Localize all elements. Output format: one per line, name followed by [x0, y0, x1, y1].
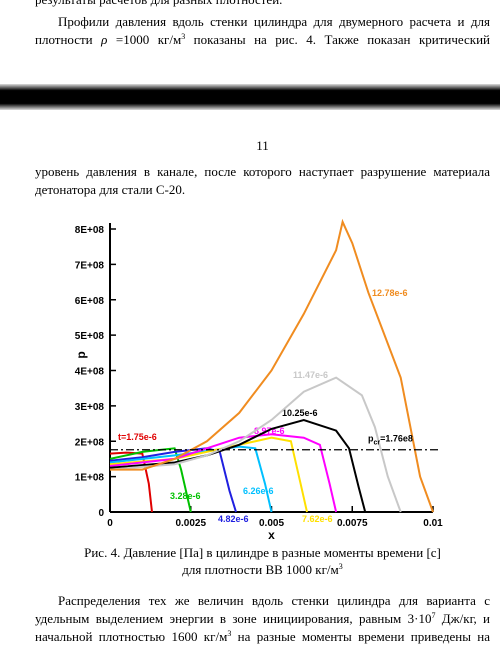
- chart: 0 1E+08 2E+08 3E+08 4E+08 5E+08 6E+08 7E+08 8E+0…: [74, 218, 443, 542]
- text: на разные моменты времени приведены на: [237, 629, 491, 644]
- series-line: [109, 447, 192, 513]
- symbol: ρ: [101, 32, 108, 47]
- series-label: 10.25e-6: [282, 408, 318, 418]
- series-line: [109, 433, 338, 513]
- critical-sub: cr: [374, 440, 381, 447]
- series-label: 6.26e-6: [243, 486, 274, 496]
- caption: Рис. 4. Давление [Па] в цилиндре в разны…: [84, 545, 441, 560]
- series-line: [109, 447, 237, 513]
- critical-label: pcr=1.76e8: [368, 434, 413, 447]
- x-tick-label: 0.01: [423, 518, 443, 529]
- y-axis-label: p: [74, 351, 88, 358]
- series-line: [109, 445, 273, 513]
- text: плотности: [35, 32, 93, 47]
- text: Дж/кг, и: [441, 611, 490, 626]
- text-line: детонатора для стали С-20.: [35, 182, 186, 197]
- series-line: [109, 451, 153, 513]
- x-tick-label: 0.0025: [175, 518, 206, 529]
- y-tick-label: 5E+08: [75, 331, 105, 342]
- text: удельным выделением энергии в зоне иници…: [35, 611, 432, 626]
- caption: для плотности ВВ 1000 кг/м3: [35, 562, 490, 578]
- text-line: уровень давления в канале, после которог…: [35, 164, 490, 179]
- series-line: [109, 376, 402, 513]
- y-tick-label: 8E+08: [75, 225, 105, 236]
- text-line: удельным выделением энергии в зоне иници…: [35, 611, 490, 627]
- x-axis-label: x: [268, 528, 275, 542]
- page-break: [0, 84, 500, 110]
- text-line: плотности ρ =1000 кг/м3 показаны на рис.…: [35, 32, 490, 48]
- critical-text: =1.76e8: [380, 434, 413, 444]
- y-tick-label: 3E+08: [75, 402, 105, 413]
- text: показаны на рис. 4. Также показан критич…: [193, 32, 491, 47]
- text: начальной плотностью 1600 кг/м: [35, 629, 228, 644]
- superscript: 3: [338, 562, 343, 571]
- x-tick-label: 0.0075: [337, 518, 368, 529]
- superscript: 7: [431, 611, 436, 620]
- y-tick-label: 2E+08: [75, 437, 105, 448]
- y-tick-label: 0: [98, 508, 104, 519]
- text: для плотности ВВ 1000 кг/м: [182, 562, 339, 577]
- text: =1000 кг/м: [115, 32, 182, 47]
- y-tick-label: 7E+08: [75, 260, 105, 271]
- series-line: [110, 218, 434, 513]
- y-tick-label: 6E+08: [75, 296, 105, 307]
- y-tick-label: 4E+08: [75, 367, 105, 378]
- y-tick-label: 1E+08: [75, 473, 105, 484]
- series-label: t=1.75e-6: [118, 432, 157, 442]
- page-number: 11: [256, 138, 269, 153]
- series-label: 12.78e-6: [372, 288, 408, 298]
- superscript: 3: [181, 32, 186, 41]
- series-label: 4.82e-6: [218, 514, 249, 524]
- series-label: 7.62e-6: [302, 514, 333, 524]
- text-line: Распределения тех же величин вдоль стенк…: [58, 593, 490, 608]
- x-tick-label: 0.005: [259, 518, 284, 529]
- text-line: результаты расчетов для разных плотносте…: [35, 0, 490, 8]
- text-line: начальной плотностью 1600 кг/м3 на разны…: [35, 629, 490, 645]
- series-label: 11.47e-6: [293, 370, 328, 380]
- critical-symbol: p: [368, 434, 374, 444]
- superscript: 3: [227, 629, 232, 638]
- series-label: 3.28e-6: [170, 491, 201, 501]
- x-tick-label: 0: [107, 518, 113, 529]
- text-line: Профили давления вдоль стенки цилиндра д…: [58, 14, 490, 29]
